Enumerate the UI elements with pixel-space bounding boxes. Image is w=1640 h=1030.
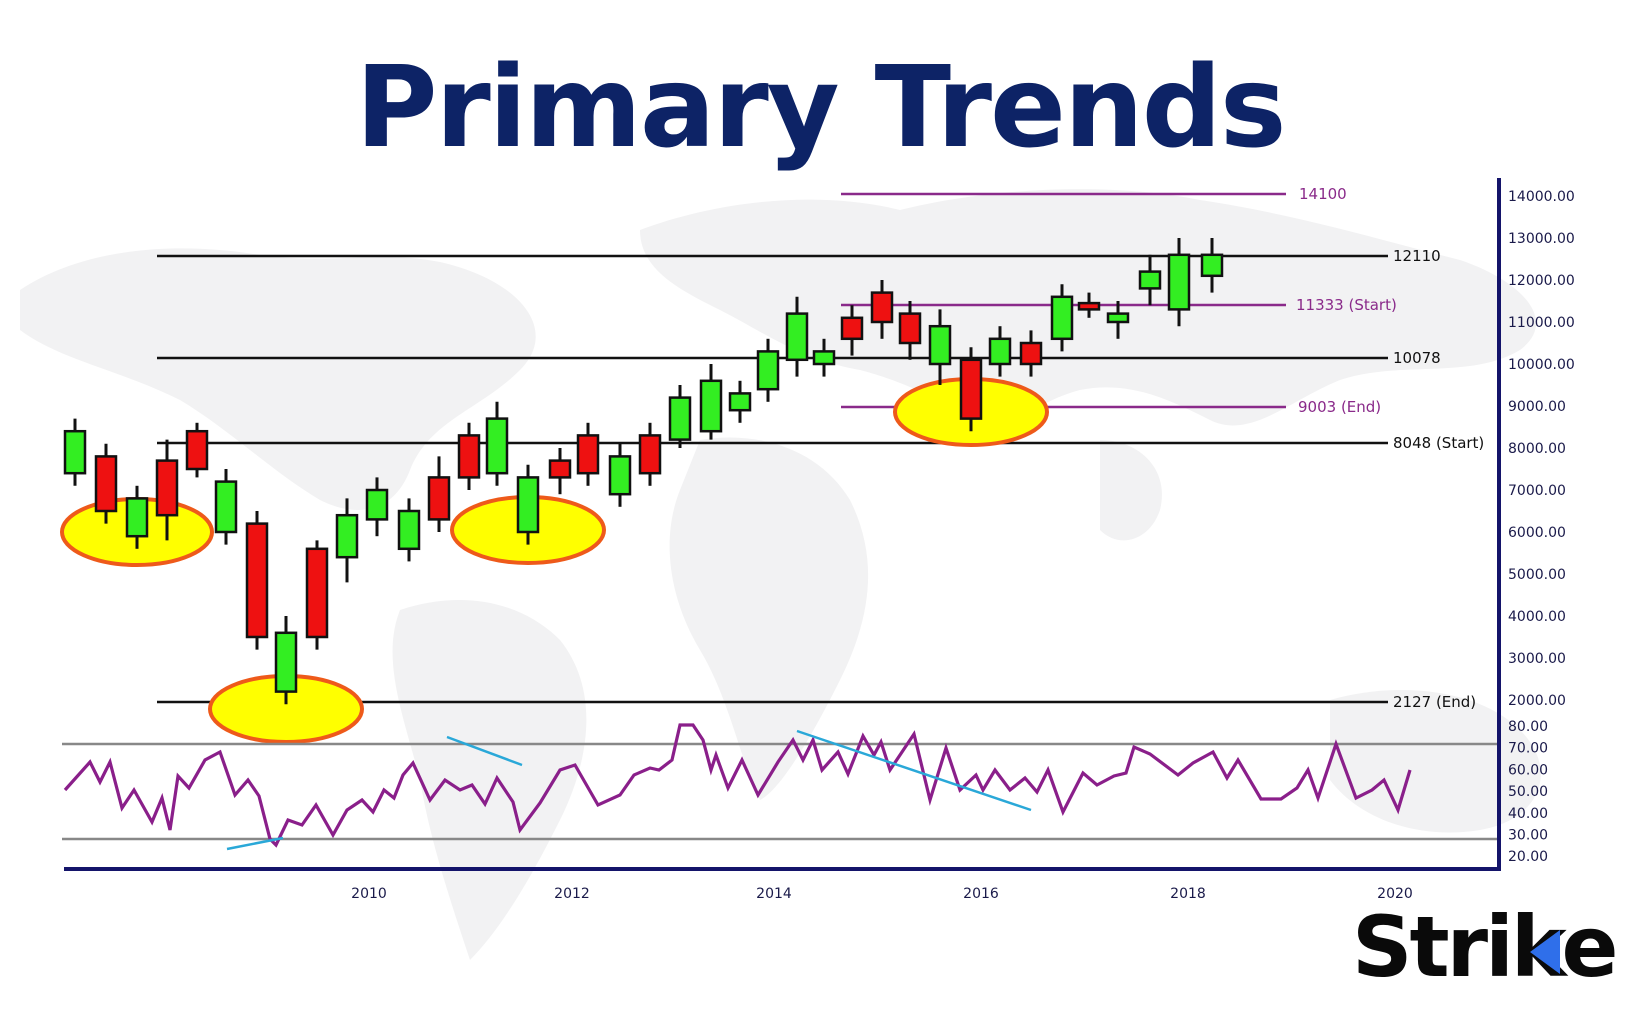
year-tick-label: 2012 [554, 886, 590, 902]
rsi-trendline [796, 729, 1032, 812]
candle [125, 485, 149, 549]
rsi-tick-label: 60.00 [1508, 762, 1548, 778]
rsi-axis-labels: 80.00 70.00 60.00 50.00 40.00 30.00 20.00 [1508, 719, 1548, 865]
candle [397, 498, 421, 562]
candlesticks [63, 238, 1224, 705]
candle [335, 498, 359, 583]
price-tick-label: 6000.00 [1508, 525, 1566, 541]
price-tick-label: 3000.00 [1508, 651, 1566, 667]
candle [756, 338, 780, 402]
level-label-14100: 14100 [1299, 185, 1347, 203]
candle [870, 280, 894, 339]
candle [638, 422, 662, 486]
candle [1138, 254, 1162, 306]
price-tick-label: 11000.00 [1508, 315, 1575, 331]
candle [988, 326, 1012, 377]
price-axis-labels: 14000.00 13000.00 12000.00 11000.00 10000.00… [1508, 189, 1575, 709]
price-tick-label: 5000.00 [1508, 567, 1566, 583]
level-label-10078: 10078 [1393, 349, 1441, 367]
candle [63, 418, 87, 486]
year-tick-label: 2020 [1377, 886, 1413, 902]
year-tick-label: 2016 [963, 886, 999, 902]
rsi-tick-label: 80.00 [1508, 719, 1548, 735]
candle [214, 469, 238, 545]
price-tick-label: 12000.00 [1508, 273, 1575, 289]
candle [785, 296, 809, 377]
level-label-2127: 2127 (End) [1393, 693, 1476, 711]
candle [576, 422, 600, 486]
price-tick-label: 9000.00 [1508, 399, 1566, 415]
candle [608, 443, 632, 507]
price-tick-label: 10000.00 [1508, 357, 1575, 373]
year-tick-label: 2018 [1170, 886, 1206, 902]
price-tick-label: 14000.00 [1508, 189, 1575, 205]
candle [485, 401, 509, 486]
candle [365, 477, 389, 537]
candle [274, 616, 298, 705]
price-tick-label: 4000.00 [1508, 609, 1566, 625]
rsi-trendline [226, 836, 284, 851]
candle [185, 422, 209, 478]
year-tick-label: 2010 [351, 886, 387, 902]
candle [548, 448, 572, 495]
candle [516, 464, 540, 545]
candle [305, 540, 329, 650]
year-tick-label: 2014 [756, 886, 792, 902]
rsi-tick-label: 40.00 [1508, 806, 1548, 822]
level-label-9003: 9003 (End) [1298, 398, 1381, 416]
candle [457, 422, 481, 490]
level-label-12110: 12110 [1393, 247, 1441, 265]
level-labels: 14100 12110 11333 (Start) 10078 9003 (En… [1296, 185, 1484, 711]
rsi-tick-label: 50.00 [1508, 784, 1548, 800]
rsi-tick-label: 20.00 [1508, 849, 1548, 865]
candle [1106, 301, 1130, 339]
candle [1050, 284, 1074, 352]
rsi-bounds [62, 742, 1499, 841]
rsi-tick-label: 70.00 [1508, 741, 1548, 757]
brand-logo-text: Strike [1352, 898, 1618, 996]
page-title: Primary Trends [355, 43, 1286, 173]
candle [699, 364, 723, 440]
candle [155, 439, 179, 541]
rsi-tick-label: 30.00 [1508, 828, 1548, 844]
level-label-11333: 11333 (Start) [1296, 296, 1397, 314]
price-tick-label: 2000.00 [1508, 693, 1566, 709]
candle [245, 511, 269, 650]
candle [94, 443, 118, 524]
rsi-trendline [446, 735, 523, 767]
level-label-8048: 8048 (Start) [1393, 434, 1484, 452]
rsi-divergence-trendlines [226, 729, 1032, 851]
candle [1167, 238, 1191, 327]
price-tick-label: 8000.00 [1508, 441, 1566, 457]
price-tick-label: 7000.00 [1508, 483, 1566, 499]
candle [668, 385, 692, 448]
price-tick-label: 13000.00 [1508, 231, 1575, 247]
candle [728, 380, 752, 423]
candle [959, 347, 983, 432]
brand-logo-arrow-icon [1530, 930, 1560, 974]
candle [840, 305, 864, 356]
candle [898, 301, 922, 360]
candle [928, 309, 952, 385]
candle [427, 456, 451, 532]
candle [1077, 292, 1101, 318]
candle [812, 338, 836, 377]
candle [1200, 238, 1224, 293]
year-axis-labels: 2010 2012 2014 2016 2018 2020 [351, 886, 1413, 902]
candle [1019, 330, 1043, 377]
